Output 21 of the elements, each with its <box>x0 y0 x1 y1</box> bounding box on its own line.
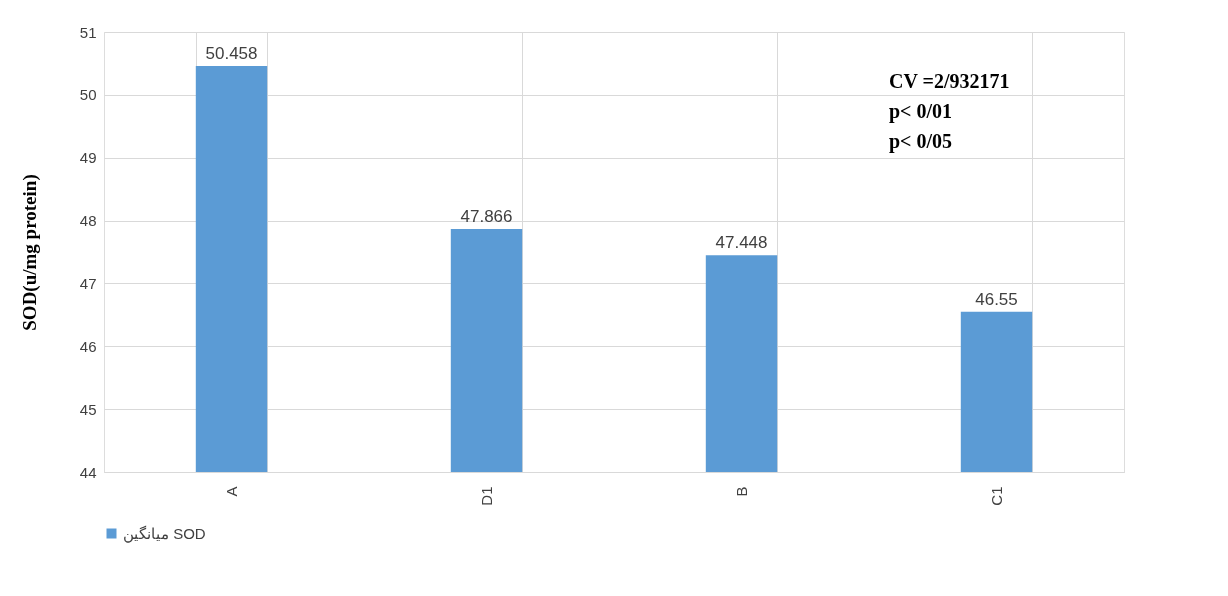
legend-label: میانگین SOD <box>123 524 206 543</box>
y-tick-label: 49 <box>79 149 97 167</box>
annotation: CV =2/932171 <box>889 70 1010 92</box>
x-tick-label: B <box>733 486 750 497</box>
x-tick-label: A <box>223 486 240 497</box>
x-tick-label: C1 <box>988 486 1005 506</box>
x-tick-label: D1 <box>478 486 495 506</box>
data-label: 47.448 <box>715 233 768 253</box>
y-axis-title: SOD(u/mg protein) <box>18 174 41 331</box>
data-label: 50.458 <box>205 44 258 64</box>
y-tick-label: 51 <box>79 23 97 41</box>
data-label: 46.55 <box>975 289 1018 309</box>
y-tick-label: 45 <box>79 400 97 418</box>
y-tick-label: 47 <box>79 274 97 292</box>
y-tick-label: 48 <box>79 212 97 230</box>
annotation: p< 0/01 <box>889 100 953 123</box>
y-tick-label: 44 <box>79 463 97 481</box>
data-label: 47.866 <box>460 206 513 226</box>
annotation: p< 0/05 <box>889 130 953 153</box>
y-tick-label: 50 <box>79 86 97 104</box>
y-tick-label: 46 <box>79 337 97 355</box>
